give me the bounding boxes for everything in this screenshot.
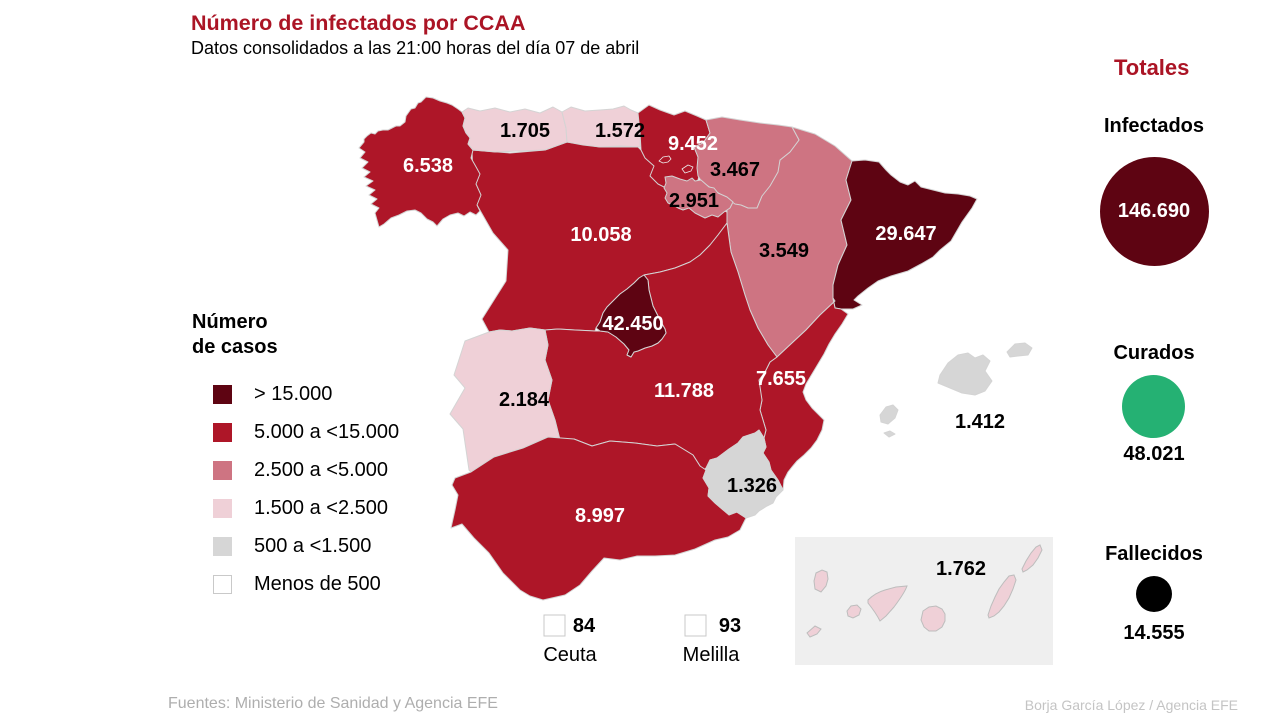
svg-text:1.762: 1.762 (936, 558, 986, 580)
svg-text:7.655: 7.655 (756, 368, 806, 390)
svg-text:Melilla: Melilla (683, 644, 741, 666)
svg-text:42.450: 42.450 (602, 313, 663, 335)
svg-text:3.549: 3.549 (759, 240, 809, 262)
svg-text:Ceuta: Ceuta (543, 644, 597, 666)
svg-text:10.058: 10.058 (570, 224, 631, 246)
svg-text:9.452: 9.452 (668, 133, 718, 155)
svg-text:6.538: 6.538 (403, 155, 453, 177)
svg-text:3.467: 3.467 (710, 159, 760, 181)
svg-text:1.326: 1.326 (727, 475, 777, 497)
svg-text:93: 93 (719, 615, 741, 637)
svg-text:2.184: 2.184 (499, 389, 550, 411)
svg-text:2.951: 2.951 (669, 190, 719, 212)
svg-text:1.705: 1.705 (500, 120, 550, 142)
svg-text:1.412: 1.412 (955, 411, 1005, 433)
svg-text:29.647: 29.647 (875, 223, 936, 245)
svg-text:84: 84 (573, 615, 596, 637)
svg-text:11.788: 11.788 (654, 380, 714, 402)
svg-text:8.997: 8.997 (575, 505, 625, 527)
svg-text:1.572: 1.572 (595, 120, 645, 142)
